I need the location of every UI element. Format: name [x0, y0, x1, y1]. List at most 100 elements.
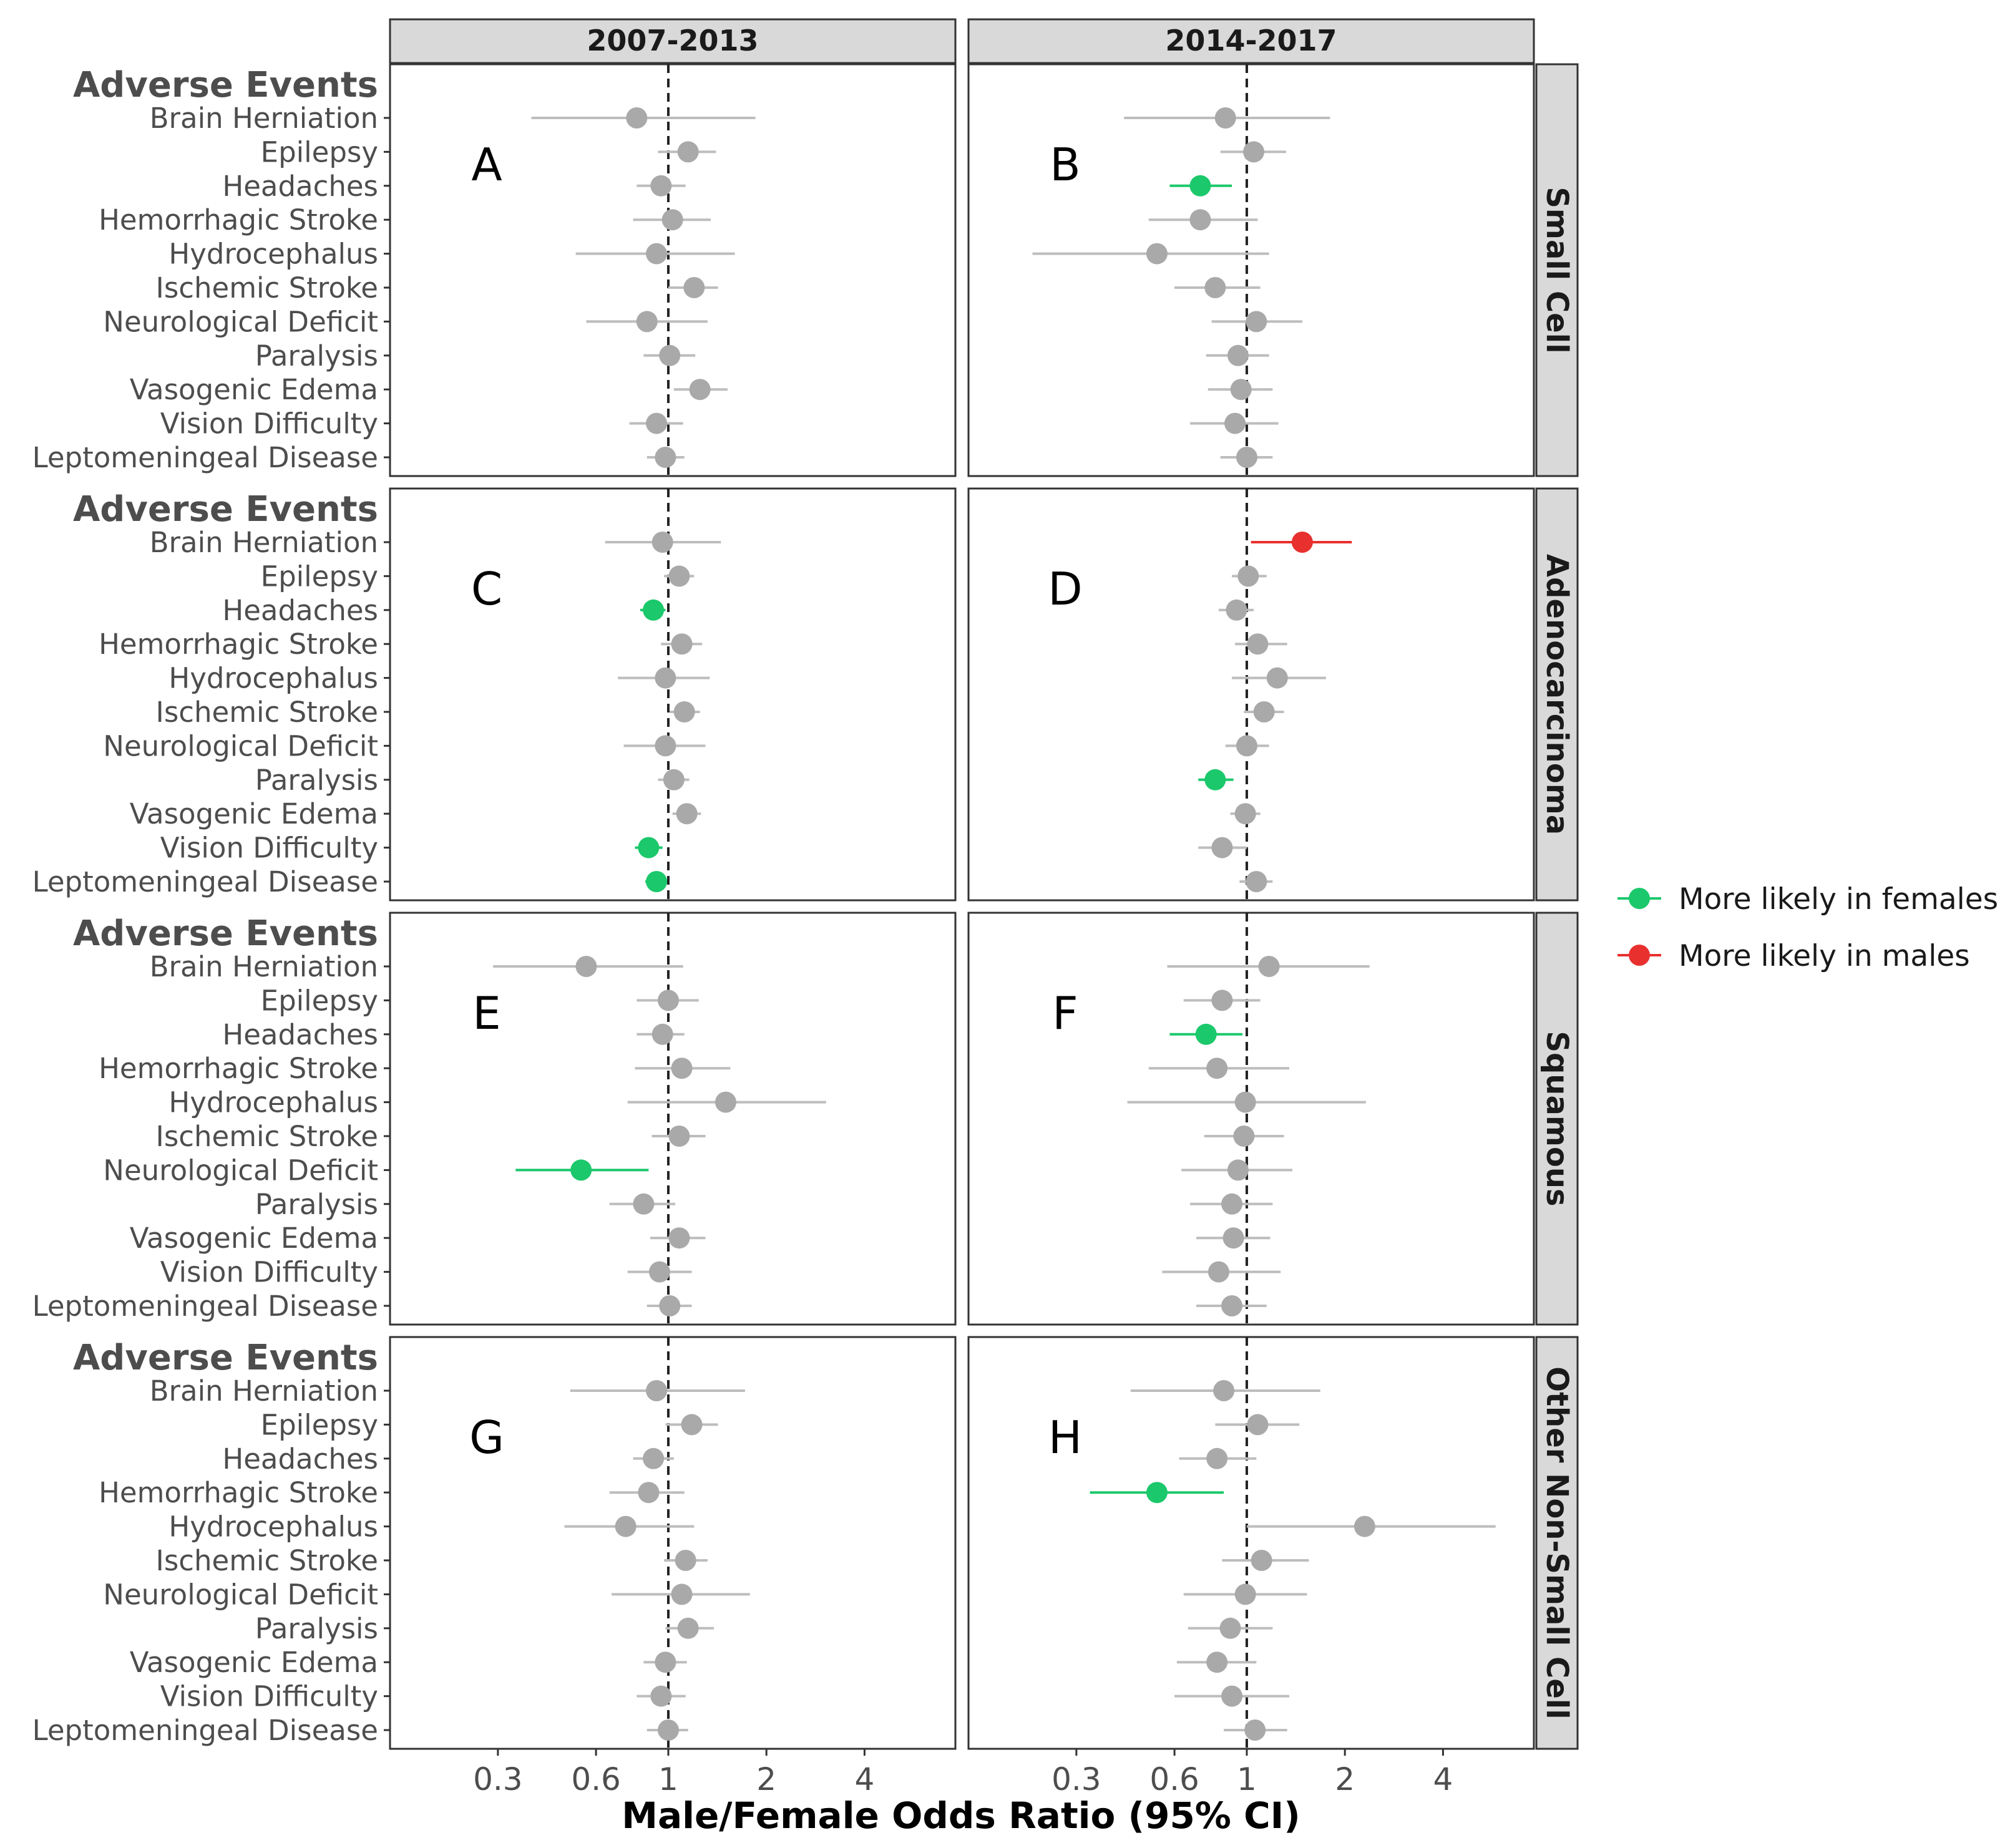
or-point — [1234, 1583, 1256, 1605]
or-point — [643, 1447, 665, 1469]
or-point — [638, 1482, 660, 1504]
or-point — [1253, 701, 1275, 722]
x-tick-label: 4 — [1433, 1761, 1453, 1797]
x-tick-label: 2 — [1335, 1761, 1355, 1797]
panel-g: G — [389, 1336, 957, 1750]
or-point — [1214, 107, 1236, 129]
or-point — [676, 803, 698, 825]
y-tick-label: Epilepsy — [261, 135, 378, 168]
y-tick-label: Vasogenic Edema — [130, 1646, 378, 1679]
column-strip — [967, 18, 1535, 64]
panel-border — [967, 912, 1535, 1326]
or-point — [657, 1719, 679, 1741]
or-point — [570, 1159, 592, 1181]
panel-letter: H — [1048, 1411, 1082, 1464]
or-point — [1244, 1719, 1266, 1741]
or-point — [636, 311, 658, 333]
or-point — [1226, 599, 1247, 621]
or-point — [655, 447, 676, 468]
panel-border — [389, 487, 957, 902]
or-point — [661, 209, 683, 231]
y-tick-label: Vision Difficulty — [160, 407, 378, 440]
y-tick-label: Ischemic Stroke — [156, 1544, 378, 1577]
y-tick-label: Vision Difficulty — [160, 1256, 378, 1289]
panel-f: F — [967, 912, 1535, 1326]
panel-h: H — [967, 1336, 1535, 1750]
panel-border — [967, 487, 1535, 902]
y-tick-label: Hydrocephalus — [168, 662, 378, 695]
or-point — [1222, 1227, 1244, 1249]
y-tick-label: Neurological Deficit — [103, 729, 378, 762]
or-point — [677, 141, 699, 163]
or-point — [1211, 837, 1233, 858]
y-tick-label: Ischemic Stroke — [156, 1120, 378, 1153]
or-point — [671, 1583, 693, 1605]
y-tick-label: Neurological Deficit — [103, 1154, 378, 1187]
x-tick-label: 4 — [855, 1761, 875, 1797]
or-point — [1204, 769, 1226, 790]
or-point — [1234, 803, 1256, 825]
or-point — [673, 701, 695, 722]
or-point — [575, 956, 597, 977]
or-point — [1146, 1482, 1168, 1504]
panel-c: C — [389, 487, 957, 902]
row-strip — [1535, 912, 1579, 1326]
y-tick-label: Neurological Deficit — [103, 305, 378, 338]
panel-border — [389, 912, 957, 1326]
or-point — [655, 735, 676, 757]
x-tick-label: 2 — [756, 1761, 776, 1797]
or-point — [1246, 311, 1267, 333]
panel-letter: E — [472, 987, 501, 1039]
y-tick-label: Brain Herniation — [150, 1374, 378, 1408]
row-strip — [1535, 1336, 1579, 1750]
or-point — [1354, 1515, 1375, 1537]
x-tick-label: 0.3 — [473, 1761, 523, 1797]
x-tick-label: 1 — [1237, 1761, 1257, 1797]
legend-dot — [1629, 888, 1650, 909]
or-point — [655, 1651, 676, 1673]
or-point — [1227, 1159, 1249, 1181]
x-axis-title: Male/Female Odds Ratio (95% CI) — [622, 1794, 1300, 1837]
or-point — [1233, 1126, 1255, 1147]
or-point — [1195, 1023, 1217, 1045]
column-strip-label: 2007-2013 — [587, 24, 758, 57]
or-point — [1236, 447, 1257, 468]
facet-strips: 2007-2013 2014-2017 Small Cell Adenocarcino… — [389, 18, 1579, 1750]
or-point — [1258, 956, 1280, 977]
or-point — [663, 769, 685, 790]
y-tick-label: Brain Herniation — [150, 526, 378, 559]
or-point — [650, 175, 672, 197]
or-point — [1221, 1295, 1243, 1316]
column-strip — [389, 18, 957, 64]
or-point — [671, 1058, 693, 1079]
or-point — [668, 1227, 690, 1249]
or-point — [675, 1550, 696, 1571]
or-point — [1213, 1380, 1235, 1401]
y-group-header: Adverse Events — [73, 913, 378, 954]
panel-d: D — [967, 487, 1535, 902]
panel-letter: G — [469, 1411, 504, 1464]
panel-e: E — [389, 912, 957, 1326]
or-point — [671, 633, 693, 655]
y-tick-label: Paralysis — [255, 339, 378, 372]
or-point — [655, 667, 676, 689]
or-point — [689, 379, 711, 401]
y-tick-label: Paralysis — [255, 1612, 378, 1645]
or-point — [651, 532, 673, 553]
or-point — [626, 107, 648, 129]
row-strip — [1535, 63, 1579, 477]
or-point — [1234, 1091, 1256, 1113]
legend-dot — [1629, 945, 1650, 966]
y-tick-label: Epilepsy — [261, 560, 378, 593]
or-point — [681, 1414, 703, 1436]
legend-item-female: More likely in females — [1617, 882, 1998, 917]
or-point — [668, 1126, 690, 1147]
or-point — [1221, 1193, 1243, 1215]
row-strip-label: Other Non-Small Cell — [1539, 1366, 1574, 1719]
or-point — [1227, 344, 1249, 366]
y-tick-label: Ischemic Stroke — [156, 271, 378, 304]
y-tick-label: Hemorrhagic Stroke — [99, 203, 378, 236]
legend-label: More likely in females — [1679, 882, 1998, 917]
or-point — [1221, 1685, 1243, 1707]
